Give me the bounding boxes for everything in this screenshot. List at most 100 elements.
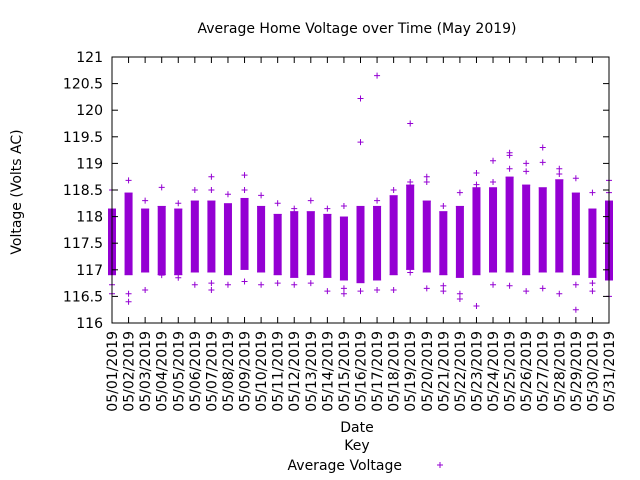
data-point xyxy=(440,288,447,295)
data-point xyxy=(456,296,463,303)
data-point xyxy=(423,173,430,180)
data-point xyxy=(324,205,331,212)
data-point xyxy=(523,160,530,167)
data-point xyxy=(473,181,480,188)
data-point xyxy=(440,202,447,209)
data-band xyxy=(439,211,448,276)
data-band xyxy=(190,200,199,273)
data-point xyxy=(307,280,314,287)
data-point xyxy=(572,175,579,182)
data-band xyxy=(489,187,498,273)
data-band xyxy=(257,205,266,273)
x-tick-label: 05/31/2019 xyxy=(602,331,618,412)
data-band xyxy=(522,184,531,276)
data-point xyxy=(191,281,198,288)
data-point xyxy=(473,169,480,176)
data-point xyxy=(224,281,231,288)
data-point xyxy=(274,280,281,287)
data-point xyxy=(423,285,430,292)
legend-label: Average Voltage xyxy=(288,458,402,474)
data-point xyxy=(258,192,265,199)
data-point xyxy=(407,179,414,186)
data-point xyxy=(539,285,546,292)
data-point xyxy=(324,288,331,295)
y-tick-label: 118.5 xyxy=(63,183,103,199)
data-point xyxy=(175,200,182,207)
data-band xyxy=(422,200,431,273)
data-point xyxy=(390,187,397,193)
x-tick-label: 05/27/2019 xyxy=(536,331,552,412)
data-point xyxy=(158,272,165,279)
data-point xyxy=(572,281,579,288)
data-point xyxy=(407,120,414,127)
y-axis-label: Voltage (Volts AC) xyxy=(9,129,25,254)
y-tick-label: 117.5 xyxy=(63,236,103,252)
data-band xyxy=(571,192,580,276)
data-point xyxy=(142,287,149,294)
data-point xyxy=(125,298,132,305)
data-point xyxy=(291,205,298,212)
data-point xyxy=(158,184,165,191)
data-point xyxy=(241,172,248,179)
x-tick-label: 05/16/2019 xyxy=(354,331,370,412)
x-tick-label: 05/09/2019 xyxy=(238,331,254,412)
y-tick-labels: 116 116.5 117 117.5 118 118.5 119 119.5 120 120.5… xyxy=(63,50,103,332)
x-tick-label: 05/29/2019 xyxy=(569,331,585,412)
data-point xyxy=(208,287,215,294)
x-tick-label: 05/02/2019 xyxy=(122,331,138,412)
data-band xyxy=(207,200,216,273)
data-band xyxy=(157,205,166,276)
x-tick-label: 05/26/2019 xyxy=(519,331,535,412)
data-point xyxy=(506,282,513,289)
data-point xyxy=(506,165,513,172)
data-point xyxy=(490,281,497,288)
legend-marker xyxy=(437,462,443,468)
data-point xyxy=(539,159,546,166)
data-band xyxy=(273,213,282,276)
data-point xyxy=(539,144,546,151)
x-tick-label: 05/08/2019 xyxy=(221,331,237,412)
data-point xyxy=(224,191,231,198)
x-tick-label: 05/30/2019 xyxy=(585,331,601,412)
data-band xyxy=(339,216,348,281)
data-point xyxy=(556,165,563,172)
x-tick-label: 05/04/2019 xyxy=(155,331,171,412)
data-point xyxy=(374,72,381,79)
data-band xyxy=(174,208,183,276)
data-point xyxy=(556,171,563,178)
x-axis-label: Date xyxy=(340,420,373,436)
data-point xyxy=(125,290,132,297)
data-point xyxy=(208,280,215,287)
y-tick-label: 119 xyxy=(76,156,103,172)
plot-marks xyxy=(108,72,613,313)
data-point xyxy=(407,269,414,276)
data-point xyxy=(374,197,381,204)
tick-marks xyxy=(111,56,610,324)
chart-title: Average Home Voltage over Time (May 2019… xyxy=(197,21,516,37)
x-tick-label: 05/18/2019 xyxy=(387,331,403,412)
data-point xyxy=(274,200,281,207)
x-tick-label: 05/14/2019 xyxy=(320,331,336,412)
x-tick-label: 05/22/2019 xyxy=(453,331,469,412)
y-tick-label: 117 xyxy=(76,263,103,279)
data-point xyxy=(208,187,215,193)
data-band xyxy=(505,176,514,273)
data-band xyxy=(455,205,464,278)
y-tick-label: 116.5 xyxy=(63,289,103,305)
x-tick-label: 05/06/2019 xyxy=(188,331,204,412)
data-point xyxy=(589,189,596,196)
y-tick-label: 119.5 xyxy=(63,130,103,146)
data-band xyxy=(240,197,249,270)
data-point xyxy=(506,152,513,159)
plot-frame xyxy=(111,56,610,324)
x-tick-label: 05/12/2019 xyxy=(287,331,303,412)
x-tick-label: 05/05/2019 xyxy=(171,331,187,412)
data-point xyxy=(340,202,347,209)
data-point xyxy=(208,173,215,180)
data-point xyxy=(572,306,579,313)
data-point xyxy=(456,189,463,196)
data-band xyxy=(538,187,547,273)
data-point xyxy=(556,290,563,297)
data-point xyxy=(291,281,298,288)
